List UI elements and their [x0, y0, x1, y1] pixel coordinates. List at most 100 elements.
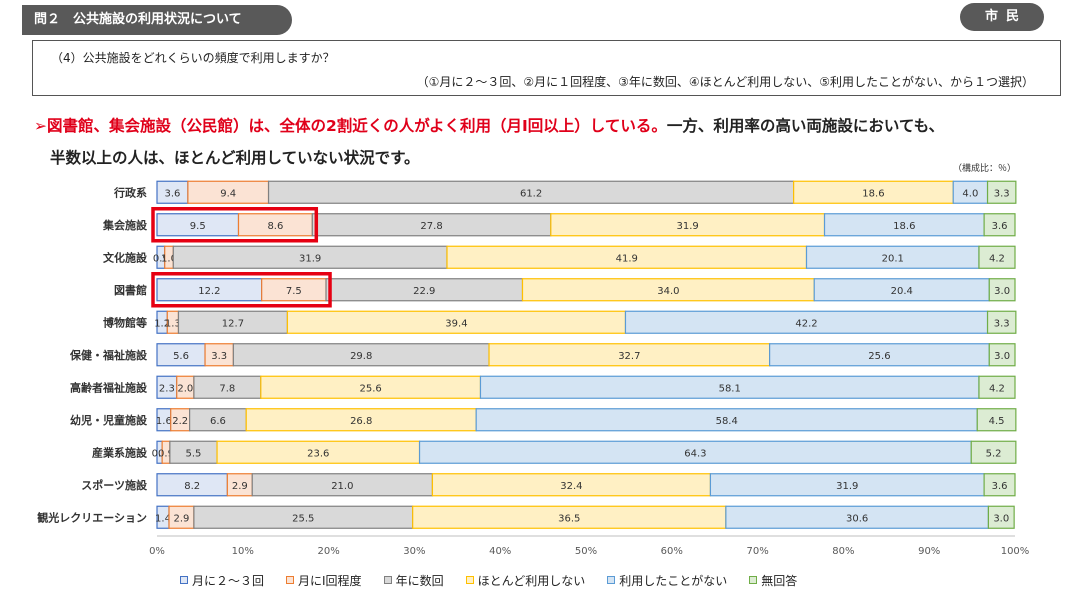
category-label: 集会施設 — [102, 218, 148, 232]
bar-segment — [986, 310, 1017, 334]
summary-line-1: ➢図書館、集会施設（公民館）は、全体の2割近くの人がよく利用（月Ⅰ回以上）してい… — [34, 114, 944, 136]
data-label: 3.3 — [994, 318, 1010, 329]
data-label: 1.0 — [161, 253, 177, 264]
category-label: 文化施設 — [103, 250, 148, 264]
data-label: 0.9 — [158, 448, 174, 459]
data-label: 2.2 — [172, 416, 188, 427]
data-label: 7.8 — [219, 383, 235, 394]
data-label: 3.0 — [993, 513, 1009, 524]
category-label: 行政系 — [113, 185, 147, 199]
data-label: 36.5 — [558, 513, 580, 524]
data-label: 1.6 — [156, 416, 172, 427]
data-label: 58.1 — [719, 383, 741, 394]
summary-highlight: 図書館、集会施設（公民館）は、全体の2割近くの人がよく利用（月Ⅰ回以上）している… — [47, 117, 667, 135]
legend-label: 無回答 — [761, 573, 798, 588]
x-tick-label: 90% — [918, 546, 940, 557]
highlight-box — [151, 207, 319, 243]
data-label: 29.8 — [350, 351, 372, 362]
section-title-tab: 問２ 公共施設の利用状況について — [22, 5, 292, 35]
bar-segment — [983, 213, 1016, 237]
data-label: 2.0 — [177, 383, 193, 394]
data-label: 31.9 — [299, 253, 321, 264]
data-label: 3.3 — [994, 188, 1010, 199]
question-text: （4）公共施設をどれくらいの頻度で利用しますか？ — [51, 51, 335, 65]
category-label: 幼児・児童施設 — [70, 413, 148, 427]
data-label: 12.2 — [198, 286, 220, 297]
question-options: （①月に２～３回、②月に１回程度、③年に数回、④ほとんど利用しない、⑤利用したこ… — [416, 75, 1034, 89]
data-label: 20.1 — [882, 253, 904, 264]
data-label: 0.6 — [152, 448, 168, 459]
data-label: 25.5 — [292, 513, 314, 524]
data-label: 9.4 — [220, 188, 236, 199]
x-tick-label: 100% — [1001, 546, 1030, 557]
legend-item: 無回答 — [749, 572, 797, 589]
x-tick-label: 40% — [489, 546, 511, 557]
data-label: 3.0 — [994, 351, 1010, 362]
data-label: 1.2 — [154, 318, 170, 329]
data-label: 4.0 — [962, 188, 978, 199]
data-label: 42.2 — [795, 318, 817, 329]
data-label: 20.4 — [891, 286, 913, 297]
data-label: 5.6 — [173, 351, 189, 362]
data-label: 22.9 — [413, 286, 435, 297]
x-tick-label: 50% — [575, 546, 597, 557]
data-label: 8.2 — [184, 481, 200, 492]
question-box: （4）公共施設をどれくらいの頻度で利用しますか？ （①月に２～３回、②月に１回程… — [32, 40, 1061, 96]
legend-item: 月に２～３回 — [180, 572, 264, 589]
legend-label: 月に２～３回 — [192, 573, 265, 588]
unit-note: （構成比：％） — [952, 164, 1016, 174]
bar-segment — [983, 473, 1016, 497]
bar-segment — [986, 180, 1017, 204]
section-title: 問２ 公共施設の利用状況について — [34, 12, 242, 27]
bar-segment — [978, 375, 1016, 399]
summary-continuation: 一方、利用率の高い両施設においても、 — [666, 117, 945, 135]
summary-line-2: 半数以上の人は、ほとんど利用していない状況です。 — [50, 149, 420, 167]
bar-segment — [987, 505, 1015, 529]
respondent-tag: 市民 — [960, 3, 1044, 31]
bar-segment — [978, 245, 1016, 269]
data-label: 4.2 — [989, 253, 1005, 264]
data-label: 25.6 — [868, 351, 890, 362]
data-label: 6.6 — [210, 416, 226, 427]
data-label: 3.3 — [211, 351, 227, 362]
data-label: 27.8 — [420, 221, 442, 232]
legend-swatch — [383, 576, 392, 584]
legend-label: 月にⅠ回程度 — [298, 573, 362, 588]
highlight-box — [151, 272, 332, 308]
data-label: 3.0 — [994, 286, 1010, 297]
legend-swatch — [749, 576, 758, 584]
category-label: 保健・福祉施設 — [69, 348, 148, 362]
x-tick-label: 80% — [832, 546, 854, 557]
data-label: 39.4 — [445, 318, 467, 329]
data-label: 5.5 — [186, 448, 202, 459]
category-label: 図書館 — [114, 283, 147, 297]
category-label: 博物館等 — [103, 315, 147, 329]
legend-item: 月にⅠ回程度 — [286, 572, 362, 589]
legend-swatch — [465, 576, 474, 584]
legend-swatch — [286, 576, 295, 584]
x-tick-label: 0% — [149, 546, 165, 557]
bar-segment — [988, 343, 1016, 367]
data-label: 34.0 — [657, 286, 679, 297]
legend-swatch — [607, 576, 616, 584]
category-label: スポーツ施設 — [81, 478, 148, 492]
data-label: 25.6 — [360, 383, 382, 394]
data-label: 4.5 — [989, 416, 1005, 427]
data-label: 32.4 — [560, 481, 582, 492]
data-label: 3.6 — [992, 221, 1008, 232]
data-label: 32.7 — [618, 351, 640, 362]
data-label: 2.9 — [232, 481, 248, 492]
legend-label: 年に数回 — [395, 573, 444, 588]
legend-item: ほとんど利用しない — [465, 572, 586, 589]
data-label: 61.2 — [520, 188, 542, 199]
data-label: 26.8 — [350, 416, 372, 427]
data-label: 58.4 — [716, 416, 738, 427]
bar-segment — [970, 440, 1017, 464]
data-label: 5.2 — [986, 448, 1002, 459]
x-tick-label: 30% — [403, 546, 425, 557]
data-label: 31.9 — [836, 481, 858, 492]
legend-item: 利用したことがない — [607, 572, 727, 589]
legend-label: ほとんど利用しない — [477, 573, 586, 588]
data-label: 4.2 — [989, 383, 1005, 394]
bar-segment — [976, 408, 1017, 432]
